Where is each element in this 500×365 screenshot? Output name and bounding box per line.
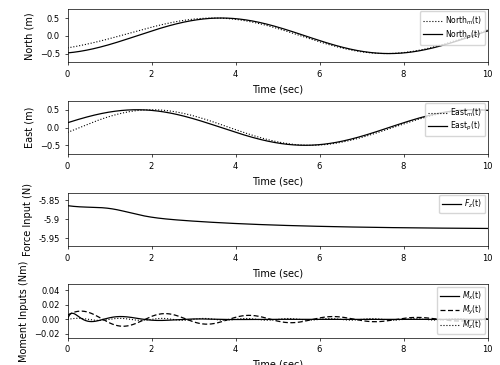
Line: $M_z$(t): $M_z$(t) — [68, 318, 488, 320]
$M_z$(t) — [269, 318, 275, 322]
$M_x$(t) — [396, 317, 402, 322]
East$_p$(t) — [134, 108, 140, 112]
North$_m$(t) — [484, 28, 490, 32]
East$_p$(t) — [86, 114, 92, 119]
$M_x$(t) — [64, 317, 70, 322]
East$_m$(t) — [64, 130, 70, 135]
$M_x$(t) — [86, 319, 92, 324]
North$_m$(t) — [472, 32, 478, 36]
$M_x$(t) — [269, 317, 275, 322]
North$_p$(t) — [484, 29, 490, 33]
East$_m$(t) — [149, 108, 155, 112]
East$_m$(t) — [86, 122, 92, 126]
Line: East$_m$(t): East$_m$(t) — [68, 110, 488, 145]
North$_m$(t) — [269, 25, 275, 29]
$M_y$(t) — [64, 313, 70, 317]
$M_x$(t) — [70, 311, 75, 315]
North$_p$(t) — [472, 33, 478, 37]
North$_p$(t) — [472, 33, 478, 37]
X-axis label: Time (sec): Time (sec) — [252, 85, 303, 95]
East$_p$(t) — [64, 120, 70, 125]
$M_y$(t) — [484, 316, 490, 321]
$F_z$(t) — [472, 226, 478, 231]
Line: East$_p$(t): East$_p$(t) — [68, 110, 488, 145]
Line: North$_m$(t): North$_m$(t) — [68, 18, 488, 54]
East$_p$(t) — [396, 122, 402, 127]
East$_m$(t) — [258, 135, 264, 140]
North$_p$(t) — [64, 51, 70, 55]
Legend: $M_x$(t), $M_y$(t), $M_z$(t): $M_x$(t), $M_y$(t), $M_z$(t) — [436, 287, 485, 334]
North$_m$(t) — [258, 22, 264, 26]
Line: $F_z$(t): $F_z$(t) — [68, 205, 488, 228]
East$_m$(t) — [269, 138, 275, 143]
East$_p$(t) — [258, 137, 264, 142]
East$_p$(t) — [484, 108, 490, 112]
$M_z$(t) — [258, 318, 264, 322]
$F_z$(t) — [64, 203, 70, 208]
$F_z$(t) — [484, 226, 490, 231]
$M_z$(t) — [472, 318, 478, 322]
North$_m$(t) — [86, 42, 92, 46]
North$_m$(t) — [472, 32, 478, 36]
$M_x$(t) — [88, 319, 94, 324]
East$_p$(t) — [472, 108, 478, 112]
$M_y$(t) — [120, 324, 126, 328]
East$_p$(t) — [269, 140, 275, 144]
North$_m$(t) — [210, 16, 216, 20]
$M_y$(t) — [472, 318, 478, 322]
$M_x$(t) — [258, 317, 264, 322]
Legend: $F_z$(t): $F_z$(t) — [439, 195, 485, 214]
North$_m$(t) — [383, 51, 389, 56]
$M_y$(t) — [86, 310, 92, 315]
Y-axis label: North (m): North (m) — [24, 12, 34, 59]
North$_p$(t) — [218, 16, 224, 20]
East$_m$(t) — [308, 143, 314, 147]
$M_y$(t) — [258, 315, 264, 319]
East$_m$(t) — [472, 108, 478, 112]
$M_x$(t) — [472, 317, 478, 322]
Y-axis label: Force Input (N): Force Input (N) — [23, 183, 33, 256]
North$_m$(t) — [64, 46, 70, 50]
Y-axis label: Moment Inputs (Nm): Moment Inputs (Nm) — [19, 260, 29, 362]
$F_z$(t) — [86, 205, 92, 210]
North$_p$(t) — [386, 51, 392, 56]
$F_z$(t) — [258, 222, 264, 227]
Legend: North$_m$(t), North$_p$(t): North$_m$(t), North$_p$(t) — [420, 11, 485, 45]
$F_z$(t) — [472, 226, 478, 231]
Line: $M_y$(t): $M_y$(t) — [68, 311, 488, 326]
$M_z$(t) — [64, 317, 70, 322]
$M_x$(t) — [472, 317, 478, 322]
$M_z$(t) — [96, 318, 102, 323]
$M_z$(t) — [472, 318, 478, 322]
X-axis label: Time (sec): Time (sec) — [252, 360, 303, 365]
East$_m$(t) — [472, 108, 478, 112]
$F_z$(t) — [395, 226, 401, 230]
$M_z$(t) — [396, 318, 402, 322]
$M_z$(t) — [75, 316, 81, 320]
North$_p$(t) — [258, 20, 264, 25]
North$_p$(t) — [396, 51, 402, 55]
X-axis label: Time (sec): Time (sec) — [252, 268, 303, 278]
East$_m$(t) — [484, 108, 490, 112]
Line: $M_x$(t): $M_x$(t) — [68, 313, 488, 322]
Y-axis label: East (m): East (m) — [24, 107, 34, 148]
North$_p$(t) — [269, 23, 275, 28]
East$_p$(t) — [472, 108, 478, 112]
X-axis label: Time (sec): Time (sec) — [252, 176, 303, 187]
$M_z$(t) — [484, 317, 490, 322]
$M_z$(t) — [86, 317, 92, 322]
$M_x$(t) — [484, 317, 490, 322]
Line: North$_p$(t): North$_p$(t) — [68, 18, 488, 54]
East$_p$(t) — [302, 143, 308, 147]
North$_p$(t) — [86, 47, 92, 52]
$M_y$(t) — [472, 318, 478, 322]
East$_m$(t) — [396, 123, 402, 128]
$M_y$(t) — [269, 318, 275, 322]
$M_y$(t) — [78, 309, 84, 313]
$M_y$(t) — [396, 317, 402, 321]
Legend: East$_m$(t), East$_p$(t): East$_m$(t), East$_p$(t) — [424, 103, 485, 137]
North$_m$(t) — [396, 51, 402, 55]
$F_z$(t) — [268, 223, 274, 227]
